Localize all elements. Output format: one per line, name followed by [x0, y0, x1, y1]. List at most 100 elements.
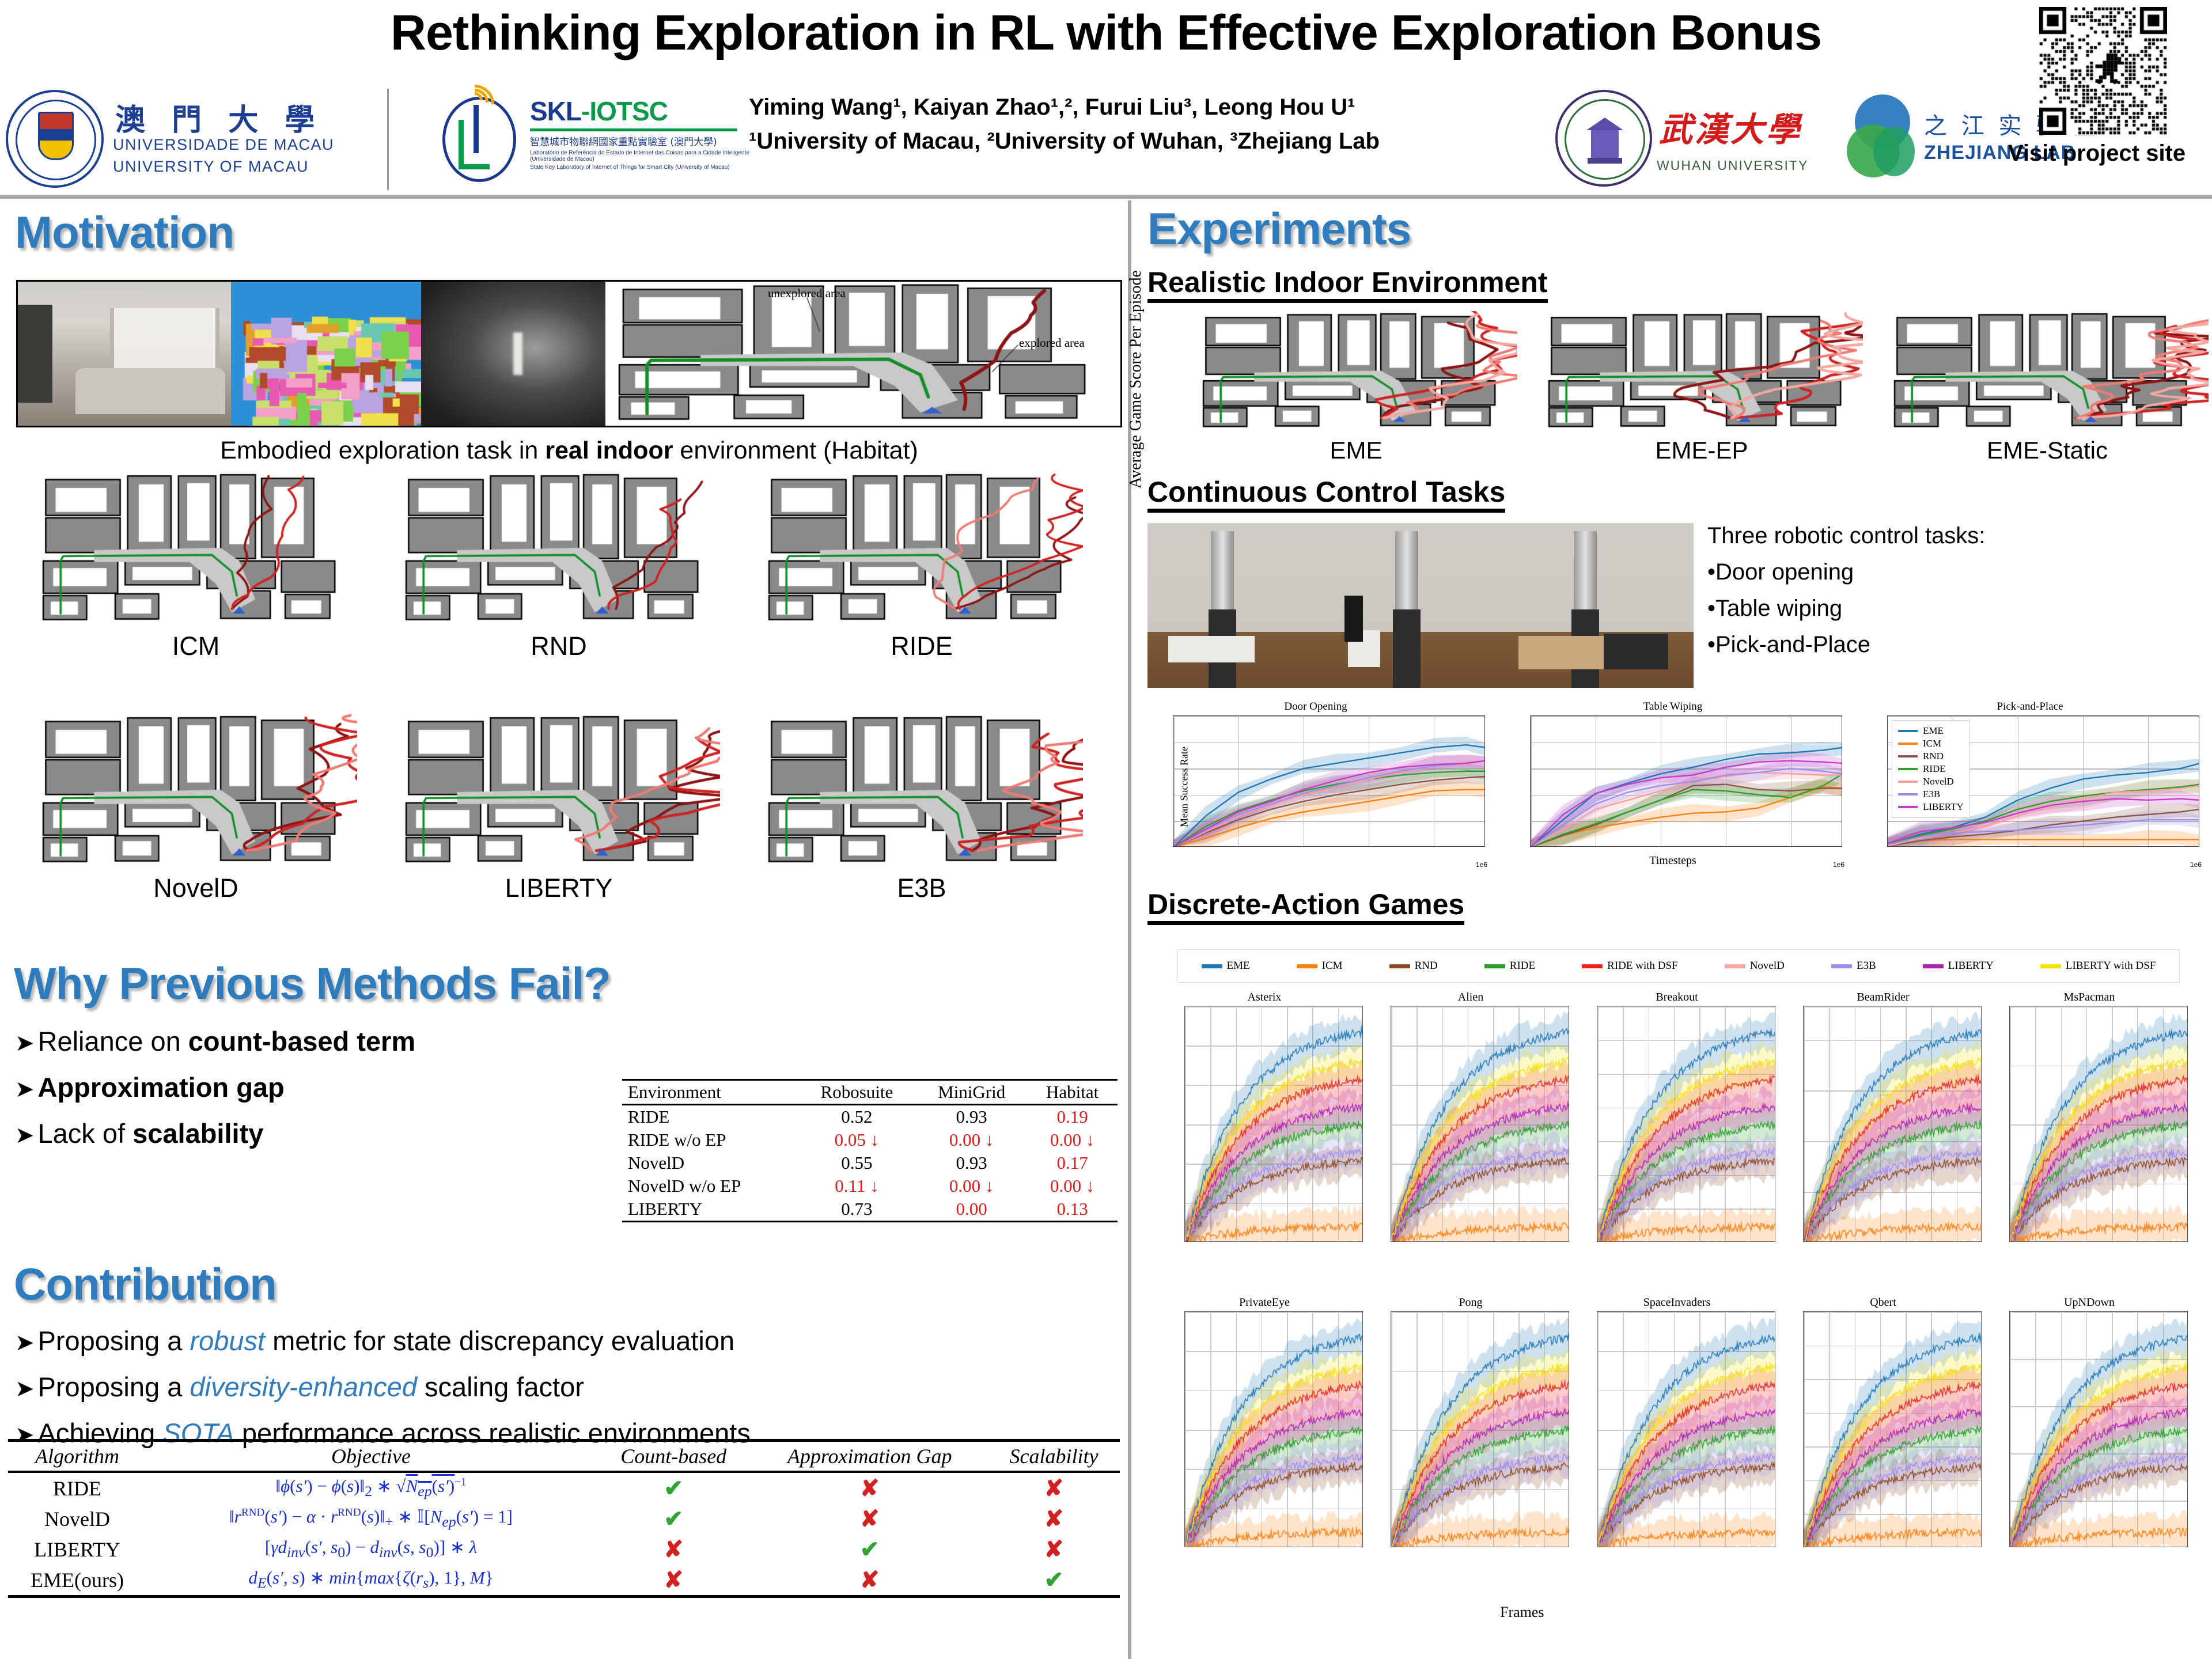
fail-bullet-0-pre: Reliance on — [37, 1026, 188, 1056]
fail-cell-1-1: 0.00 ↓ — [949, 1130, 994, 1150]
legend-label: LIBERTY — [1948, 960, 1994, 972]
caption-bold: real indoor — [545, 437, 673, 464]
method-map-icm — [35, 471, 357, 627]
legend-swatch — [1296, 964, 1317, 968]
legend-swatch — [1484, 964, 1505, 968]
fail-row-env: NovelD — [628, 1153, 685, 1173]
games-legend-item-eme: EME — [1201, 960, 1250, 972]
section-title-contribution: Contribution — [14, 1259, 277, 1309]
algo-approximation-gap: ✔ — [751, 1534, 988, 1565]
cross-icon: ✘ — [859, 1567, 880, 1593]
game-chart-privateeye: PrivateEye 01000200030004000500060000.00.… — [1164, 1296, 1365, 1567]
game-chart-asterix: Asterix 01000200030004000500060000.00.51.… — [1164, 991, 1365, 1262]
qr-code-canvas[interactable] — [2039, 7, 2167, 135]
iotsc-english-name: State Key Laboratory of Internet of Thin… — [530, 164, 730, 171]
game-plot-area: -20-10010200.00.51.01.52.02.53.03.5 — [1391, 1311, 1569, 1547]
motivation-caption: Embodied exploration task in real indoor… — [16, 437, 1122, 465]
fail-row-env: NovelD w/o EP — [628, 1176, 741, 1196]
check-icon: ✔ — [1044, 1567, 1064, 1593]
method-map-label-rnd: RND — [531, 631, 587, 661]
author-affiliations: ¹University of Macau, ²University of Wuh… — [749, 128, 1380, 154]
method-comparison-grid: ICM RND RIDE NovelD LIBERTY E3B — [12, 471, 1123, 949]
depth-view-image — [421, 282, 605, 426]
gridline-h — [1888, 742, 2199, 744]
legend-label: NovelD — [1749, 960, 1785, 972]
fail-cell-0-0: 0.52 — [841, 1107, 873, 1127]
fail-cell-2-1: 0.93 — [956, 1153, 987, 1173]
legend-item-liberty: LIBERTY — [1898, 801, 1964, 813]
algo-col-header-4: Scalability — [1009, 1445, 1099, 1468]
check-icon: ✔ — [859, 1536, 880, 1562]
zhejiang-lab-logo-icon — [1843, 91, 1918, 185]
qr-code[interactable] — [2039, 7, 2167, 135]
bullet-arrow-icon: ➤ — [15, 1031, 35, 1056]
band-rnd — [1173, 769, 1484, 846]
gridline-h — [1173, 821, 1484, 822]
cross-icon: ✘ — [859, 1506, 880, 1532]
legend-item-e3b: E3B — [1898, 789, 1964, 800]
fail-row-env: RIDE w/o EP — [628, 1130, 726, 1150]
rgb-view-image — [18, 282, 231, 426]
legend-swatch — [2040, 964, 2061, 968]
series-e3b — [1888, 819, 2199, 846]
games-legend-item-ride: RIDE — [1484, 960, 1535, 972]
series-icm — [1175, 789, 1484, 846]
game-plot-area: 010002000300040000.00.51.01.52.02.53.03.… — [2009, 1006, 2188, 1242]
plot-area: 0.00.20.40.60.81.002468 — [1173, 715, 1485, 847]
fail-col-header-1: Robosuite — [797, 1080, 916, 1105]
chart-title: Door Opening — [1284, 700, 1347, 713]
game-plot-area: 0500100015002000250030000.00.51.01.52.02… — [1597, 1311, 1775, 1547]
fail-cell-4-2: 0.13 — [1027, 1198, 1118, 1222]
game-series-canvas — [1185, 1006, 1362, 1241]
contrib-2-em: SOTA — [162, 1418, 234, 1448]
cross-icon: ✘ — [1044, 1536, 1064, 1562]
algo-table-header-row: Algorithm Objective Count-based Approximati… — [8, 1440, 1120, 1472]
legend-label: RIDE with DSF — [1607, 960, 1678, 972]
cc-task-0: •Door opening — [1707, 559, 1854, 585]
games-y-axis-label: Average Game Score Per Episode — [1127, 270, 1145, 488]
header-rule — [0, 195, 2212, 199]
algorithm-comparison-table: Algorithm Objective Count-based Approximati… — [8, 1439, 1120, 1598]
gridline-h — [1173, 742, 1484, 744]
why-fail-table-body: RIDE 0.52 0.93 0.19 RIDE w/o EP 0.05 ↓ 0.00 ↓ 0… — [622, 1105, 1118, 1222]
method-map-rnd — [397, 471, 720, 627]
game-chart-mspacman: MsPacman 010002000300040000.00.51.01.52.0… — [1988, 991, 2190, 1262]
game-chart-beamrider: BeamRider 030006000900012000140000.00.51.… — [1782, 991, 1984, 1262]
contrib-1-post: scaling factor — [416, 1372, 584, 1402]
check-icon: ✔ — [664, 1506, 683, 1532]
legend-label: RND — [1923, 751, 1944, 762]
series-ride — [1888, 783, 2199, 846]
band-eme — [1531, 741, 1842, 846]
fail-bullet-0: ➤ Reliance on count-based term — [15, 1025, 415, 1057]
fail-col-header-0: Environment — [622, 1080, 798, 1105]
game-chart-spaceinvaders: SpaceInvaders 0500100015002000250030000.0… — [1576, 1296, 1778, 1567]
game-chart-title: SpaceInvaders — [1643, 1296, 1711, 1309]
um-logo-chinese: 澳 門 大 學 — [115, 103, 323, 138]
indoor-map-eme — [1195, 311, 1517, 432]
series-liberty — [1174, 760, 1484, 846]
gridline-v — [2147, 716, 2149, 846]
series-e3b — [1174, 760, 1484, 846]
header-logos-row: 澳 門 大 學 UNIVERSIDADE DE MACAU UNIVERSITY… — [0, 81, 2212, 190]
fail-cell-2-0: 0.55 — [841, 1153, 873, 1173]
game-chart-title: MsPacman — [2063, 991, 2115, 1003]
indoor-map-eme-static — [1886, 311, 2209, 432]
band-ride — [1888, 778, 2199, 846]
cross-icon: ✘ — [664, 1536, 683, 1562]
gridline-v — [1660, 716, 1662, 846]
iotsc-portuguese-name-2: (Universidade de Macau) — [530, 156, 594, 162]
legend-swatch — [1724, 964, 1745, 968]
gridline-h — [1888, 821, 2199, 822]
legend-item-noveld: NovelD — [1898, 776, 1964, 787]
table-row: RIDE w/o EP 0.05 ↓ 0.00 ↓ 0.00 ↓ — [622, 1128, 1118, 1152]
bullet-arrow-icon: ➤ — [15, 1376, 35, 1402]
bullet-arrow-icon: ➤ — [15, 1422, 35, 1448]
section-title-experiments: Experiments — [1147, 203, 1411, 254]
author-block: Yiming Wang¹, Kaiyan Zhao¹,², Furui Liu³… — [749, 94, 1521, 154]
indoor-map-label-eme-ep: EME-EP — [1655, 437, 1748, 464]
legend-item-eme: EME — [1898, 725, 1964, 737]
band-ride — [1531, 770, 1842, 846]
indoor-map-label-eme: EME — [1330, 437, 1382, 464]
game-plot-area: 05000100001500020000250000.00.51.01.52.0… — [2009, 1311, 2188, 1547]
chart-series-layer — [1888, 759, 2199, 846]
